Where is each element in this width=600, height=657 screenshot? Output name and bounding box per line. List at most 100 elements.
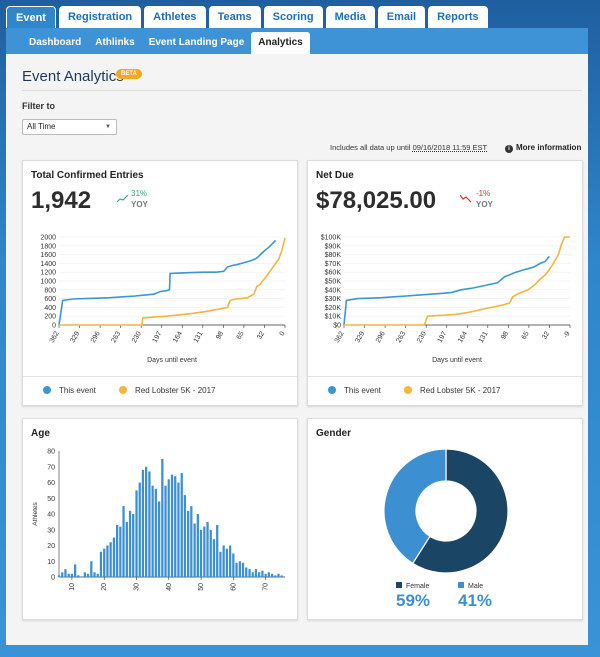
subtab-analytics[interactable]: Analytics bbox=[251, 32, 310, 54]
sub-navigation-bar: Dashboard Athlinks Event Landing Page An… bbox=[6, 28, 588, 54]
age-title: Age bbox=[31, 428, 50, 439]
age-bar bbox=[161, 458, 164, 577]
age-bar bbox=[254, 569, 258, 577]
age-bar bbox=[267, 572, 270, 577]
y-tick-label: $50K bbox=[325, 279, 342, 286]
x-tick-label: 362 bbox=[334, 330, 346, 344]
y-tick-label: 10 bbox=[47, 559, 55, 566]
age-bar bbox=[148, 471, 151, 577]
x-tick-label: -9 bbox=[563, 330, 572, 339]
x-tick-label: 60 bbox=[230, 583, 237, 591]
age-bar bbox=[245, 567, 248, 577]
age-bar bbox=[138, 482, 141, 577]
x-tick-label: 296 bbox=[90, 330, 102, 344]
age-bar bbox=[164, 485, 167, 577]
age-bar bbox=[222, 545, 225, 577]
x-tick-label: 40 bbox=[166, 583, 173, 591]
x-tick-label: 10 bbox=[69, 583, 76, 591]
legend-female: Female bbox=[396, 582, 429, 590]
y-tick-label: 0 bbox=[51, 575, 55, 582]
date-filter-select[interactable]: All Time ▼ bbox=[22, 119, 117, 135]
tab-reports[interactable]: Reports bbox=[428, 6, 488, 28]
legend-other-event[interactable]: Red Lobster 5K - 2017 bbox=[119, 386, 216, 395]
y-tick-label: $90K bbox=[325, 243, 342, 250]
legend-this-event-label: This event bbox=[59, 386, 96, 395]
date-filter-value: All Time bbox=[27, 122, 56, 131]
tab-registration[interactable]: Registration bbox=[58, 6, 142, 28]
series-this-event-line bbox=[58, 239, 277, 326]
y-tick-label: 1600 bbox=[40, 252, 56, 259]
y-tick-label: 50 bbox=[47, 496, 55, 503]
tab-teams[interactable]: Teams bbox=[208, 6, 261, 28]
age-bar bbox=[90, 561, 93, 578]
tab-email[interactable]: Email bbox=[377, 6, 426, 28]
x-tick-label: 263 bbox=[110, 330, 122, 344]
entries-card: Total Confirmed Entries 1,942 31% YOY 0 2… bbox=[22, 160, 298, 406]
legend-other-event[interactable]: Red Lobster 5K - 2017 bbox=[404, 386, 501, 395]
age-bar bbox=[119, 526, 122, 577]
orange-dot-icon bbox=[404, 386, 412, 394]
y-tick-label: $40K bbox=[325, 287, 342, 294]
age-bar bbox=[96, 573, 99, 577]
age-bar bbox=[106, 545, 109, 577]
age-bar bbox=[112, 537, 116, 577]
x-tick-label: 50 bbox=[198, 583, 205, 591]
x-tick-label: 329 bbox=[354, 330, 366, 344]
net-due-card: Net Due $78,025.00 -1% YOY $0 $10K $20K $30… bbox=[307, 160, 583, 406]
gender-donut-chart bbox=[383, 448, 509, 574]
age-bar bbox=[116, 525, 119, 577]
age-bar bbox=[132, 514, 135, 577]
x-tick-label: 230 bbox=[131, 330, 143, 344]
age-bar bbox=[209, 529, 212, 578]
legend-this-event[interactable]: This event bbox=[43, 386, 96, 395]
y-tick-label: 40 bbox=[47, 512, 55, 519]
male-slice bbox=[383, 448, 447, 565]
age-bar bbox=[258, 572, 261, 577]
tab-athletes[interactable]: Athletes bbox=[144, 6, 206, 28]
trend-up-icon bbox=[117, 195, 129, 203]
legend-this-event[interactable]: This event bbox=[328, 386, 381, 395]
includes-date: 09/16/2018 11:59 EST bbox=[412, 143, 488, 152]
age-histogram: 0 10 20 30 40 50 60 70 80 10 20 30 40 50 60 70 Athletes bbox=[32, 449, 285, 591]
entries-title: Total Confirmed Entries bbox=[31, 170, 144, 181]
age-bar bbox=[225, 548, 229, 577]
x-tick-label: 164 bbox=[172, 330, 184, 344]
age-bar bbox=[86, 573, 90, 577]
age-bar bbox=[64, 569, 67, 577]
y-tick-label: 20 bbox=[47, 543, 55, 550]
tab-event[interactable]: Event bbox=[6, 6, 56, 28]
x-axis-label: Days until event bbox=[432, 357, 482, 364]
subtab-event-landing-page[interactable]: Event Landing Page bbox=[148, 37, 245, 48]
age-bar bbox=[103, 548, 106, 577]
age-bar bbox=[77, 575, 80, 577]
y-tick-label: 800 bbox=[44, 287, 56, 294]
filter-label: Filter to bbox=[22, 101, 55, 111]
y-tick-label: 1200 bbox=[40, 270, 56, 277]
y-tick-label: $100K bbox=[321, 235, 342, 242]
tab-scoring[interactable]: Scoring bbox=[263, 6, 323, 28]
y-tick-label: 80 bbox=[47, 449, 55, 456]
age-bar bbox=[264, 573, 267, 577]
subtab-dashboard[interactable]: Dashboard bbox=[29, 37, 82, 48]
age-card: Age 0 10 20 30 40 50 60 70 80 10 20 30 40 50 60 70 Athle… bbox=[22, 418, 298, 620]
series-other-event-line bbox=[344, 236, 570, 326]
x-tick-label: 131 bbox=[478, 330, 490, 344]
gender-card: Gender Female Male 59% 41% bbox=[307, 418, 583, 620]
x-tick-label: 329 bbox=[69, 330, 81, 344]
y-tick-label: 70 bbox=[47, 464, 55, 471]
age-bar bbox=[280, 575, 283, 577]
age-bar bbox=[212, 539, 216, 577]
x-tick-label: 65 bbox=[236, 330, 246, 340]
age-bar bbox=[67, 573, 70, 577]
entries-yoy: YOY bbox=[131, 200, 148, 209]
main-tabs: Event Registration Athletes Teams Scorin… bbox=[6, 6, 488, 28]
x-tick-label: 98 bbox=[215, 330, 225, 340]
age-bar bbox=[219, 551, 222, 577]
more-information-link[interactable]: i More information bbox=[505, 143, 581, 153]
age-bar bbox=[274, 575, 277, 577]
age-bar bbox=[251, 572, 254, 577]
subtab-athlinks[interactable]: Athlinks bbox=[95, 37, 135, 48]
tab-media[interactable]: Media bbox=[325, 6, 375, 28]
male-swatch-icon bbox=[458, 582, 464, 588]
